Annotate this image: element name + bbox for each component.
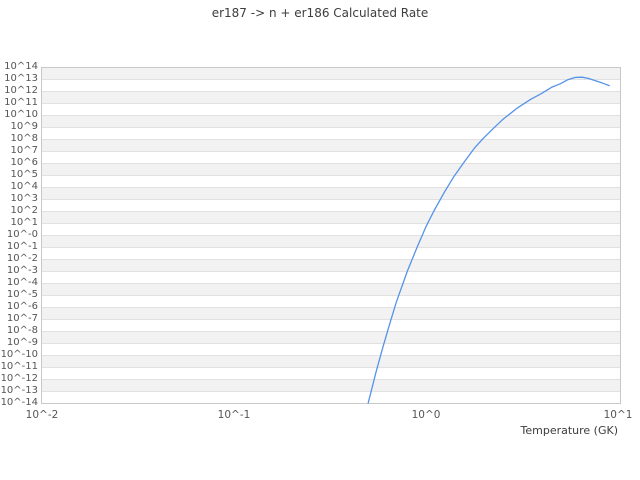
- y-tick-label: 10^-8: [6, 325, 38, 336]
- y-tick-label: 10^3: [10, 193, 38, 204]
- y-tick-label: 10^11: [4, 97, 38, 108]
- decade-band: [42, 139, 620, 151]
- x-tick-label: 10^-2: [25, 409, 59, 421]
- y-tick-label: 10^-5: [6, 289, 38, 300]
- y-tick-label: 10^-7: [6, 313, 38, 324]
- x-tick-label: 10^0: [411, 409, 441, 421]
- rate-curve: [367, 76, 610, 404]
- y-tick-label: 10^2: [10, 205, 38, 216]
- y-tick-label: 10^-14: [0, 397, 38, 408]
- y-tick-label: 10^9: [10, 121, 38, 132]
- y-tick-label: 10^-12: [0, 373, 38, 384]
- y-tick-label: 10^-1: [6, 241, 38, 252]
- chart-title: er187 -> n + er186 Calculated Rate: [211, 6, 429, 20]
- plot-border: [41, 67, 621, 404]
- decade-band: [42, 67, 620, 79]
- y-tick-label: 10^13: [4, 73, 38, 84]
- plot-area: [41, 67, 621, 404]
- decade-band: [42, 379, 620, 391]
- decade-band: [42, 331, 620, 343]
- y-tick-label: 10^1: [10, 217, 38, 228]
- y-tick-label: 10^7: [10, 145, 38, 156]
- y-tick-label: 10^5: [10, 169, 38, 180]
- x-tick-label: 10^-1: [217, 409, 251, 421]
- y-tick-label: 10^-13: [0, 385, 38, 396]
- y-tick-label: 10^-4: [6, 277, 38, 288]
- y-tick-label: 10^14: [4, 61, 38, 72]
- x-tick-label: 10^1: [603, 409, 633, 421]
- decade-band: [42, 307, 620, 319]
- y-tick-label: 10^12: [4, 85, 38, 96]
- decade-band: [42, 115, 620, 127]
- y-tick-label: 10^-9: [6, 337, 38, 348]
- y-tick-label: 10^-11: [0, 361, 38, 372]
- y-tick-label: 10^10: [4, 109, 38, 120]
- y-tick-label: 10^4: [10, 181, 38, 192]
- decade-band: [42, 259, 620, 271]
- y-tick-label: 10^-10: [0, 349, 38, 360]
- x-axis-title: Temperature (GK): [520, 424, 619, 437]
- decade-band: [42, 355, 620, 367]
- decade-band: [42, 163, 620, 175]
- y-tick-label: 10^-6: [6, 301, 38, 312]
- y-tick-label: 10^8: [10, 133, 38, 144]
- decade-band: [42, 211, 620, 223]
- y-tick-label: 10^-2: [6, 253, 38, 264]
- decade-band: [42, 91, 620, 103]
- y-tick-label: 10^6: [10, 157, 38, 168]
- y-tick-label: 10^-0: [6, 229, 38, 240]
- decade-band: [42, 187, 620, 199]
- y-tick-label: 10^-3: [6, 265, 38, 276]
- decade-band: [42, 235, 620, 247]
- decade-band: [42, 283, 620, 295]
